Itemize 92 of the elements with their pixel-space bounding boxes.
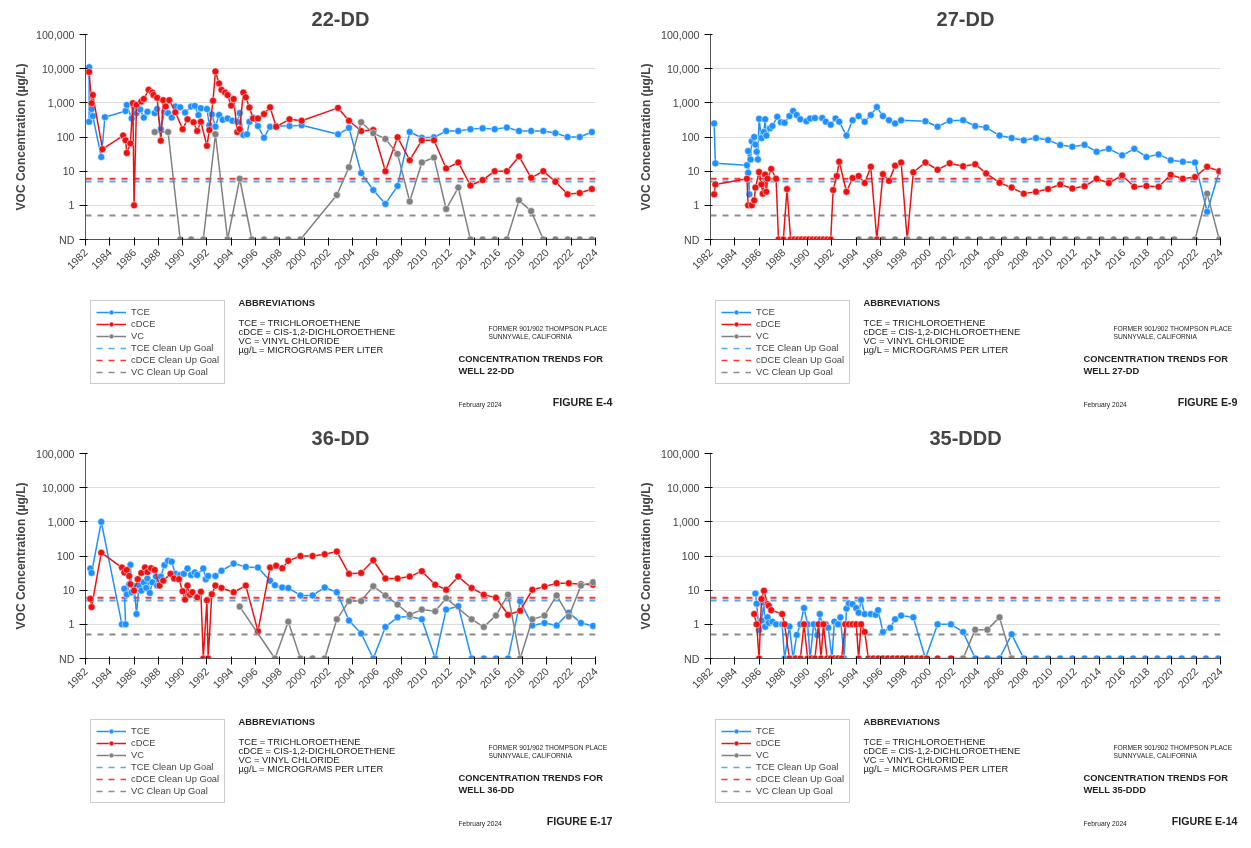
text: CONCENTRATION TRENDS FOR [458, 772, 604, 783]
chart-title: 27-DD [936, 7, 995, 30]
y-tick-label: 100,000 [35, 28, 75, 41]
y-tick-label: 10,000 [41, 481, 75, 494]
y-tick-label: 100,000 [660, 28, 700, 41]
text: CONCENTRATION TRENDS FOR [1083, 353, 1229, 364]
text: cDCE = CIS-1,2-DICHLOROETHENE [863, 745, 1021, 756]
y-tick-label: ND [59, 233, 75, 246]
legend-label: TCE [131, 306, 151, 318]
text: TCE = TRICHLOROETHENE [238, 317, 361, 328]
text: ABBREVIATIONS [863, 297, 941, 308]
legend-label: TCE Clean Up Goal [131, 342, 214, 354]
legend-label: VC [131, 330, 145, 342]
y-tick-label: 1,000 [47, 515, 75, 528]
legend-label: TCE [756, 725, 776, 737]
text: VC = VINYL CHLORIDE [863, 754, 965, 765]
legend-label: cDCE [131, 737, 156, 749]
text: WELL 35-DDD [1083, 784, 1147, 795]
legend-label: cDCE Clean Up Goal [756, 354, 845, 366]
text: µg/L = MICROGRAMS PER LITER [238, 763, 384, 774]
y-axis-title: VOC Concentration (µg/L) [13, 482, 28, 630]
y-tick-label: 1 [693, 618, 700, 631]
text: VC = VINYL CHLORIDE [238, 754, 340, 765]
y-tick-label: ND [684, 652, 700, 665]
text: TCE = TRICHLOROETHENE [238, 736, 361, 747]
y-tick-label: 10 [687, 584, 700, 597]
legend-label: cDCE [756, 318, 781, 330]
text: WELL 27-DD [1083, 365, 1140, 376]
text: VC = VINYL CHLORIDE [863, 335, 965, 346]
y-tick-label: 1,000 [672, 515, 700, 528]
y-tick-label: 1 [68, 199, 75, 212]
text: ABBREVIATIONS [863, 716, 941, 727]
y-axis-title: VOC Concentration (µg/L) [638, 482, 653, 630]
text: TCE = TRICHLOROETHENE [863, 317, 986, 328]
y-tick-label: 10 [687, 165, 700, 178]
y-tick-label: ND [59, 652, 75, 665]
y-tick-label: 10,000 [666, 62, 700, 75]
legend-label: TCE [756, 306, 776, 318]
y-tick-label: 1,000 [47, 96, 75, 109]
legend-label: TCE Clean Up Goal [756, 761, 839, 773]
legend-label: VC [131, 749, 145, 761]
y-tick-label: 10 [62, 165, 75, 178]
text: FIGURE E-9 [1177, 395, 1238, 408]
y-tick-label: 1 [68, 618, 75, 631]
y-tick-label: ND [684, 233, 700, 246]
legend-label: VC Clean Up Goal [756, 366, 833, 378]
y-tick-label: 100 [56, 131, 75, 143]
text: FIGURE E-4 [552, 395, 613, 408]
y-tick-label: 100 [56, 550, 75, 562]
chart-title: 35-DDD [929, 426, 1002, 449]
text: µg/L = MICROGRAMS PER LITER [238, 344, 384, 355]
legend-label: VC Clean Up Goal [756, 785, 833, 797]
text: VC = VINYL CHLORIDE [238, 335, 340, 346]
chart-title: 36-DD [311, 426, 370, 449]
text: ABBREVIATIONS [238, 716, 316, 727]
text: WELL 22-DD [458, 365, 515, 376]
legend-label: cDCE [756, 737, 781, 749]
legend-label: TCE Clean Up Goal [131, 761, 214, 773]
text: TCE = TRICHLOROETHENE [863, 736, 986, 747]
text: CONCENTRATION TRENDS FOR [1083, 772, 1229, 783]
text: WELL 36-DD [458, 784, 515, 795]
text: ABBREVIATIONS [238, 297, 316, 308]
y-tick-label: 100 [681, 550, 700, 562]
chart-title: 22-DD [311, 7, 370, 30]
text: FIGURE E-17 [546, 814, 613, 827]
text: cDCE = CIS-1,2-DICHLOROETHENE [238, 745, 396, 756]
legend-label: VC [756, 330, 770, 342]
text: µg/L = MICROGRAMS PER LITER [863, 344, 1009, 355]
y-tick-label: 1,000 [672, 96, 700, 109]
y-tick-label: 10 [62, 584, 75, 597]
y-tick-label: 1 [693, 199, 700, 212]
text: µg/L = MICROGRAMS PER LITER [863, 763, 1009, 774]
legend-label: cDCE Clean Up Goal [131, 354, 220, 366]
text: CONCENTRATION TRENDS FOR [458, 353, 604, 364]
y-tick-label: 100 [681, 131, 700, 143]
y-axis-title: VOC Concentration (µg/L) [13, 63, 28, 211]
y-axis-title: VOC Concentration (µg/L) [638, 63, 653, 211]
legend-label: TCE Clean Up Goal [756, 342, 839, 354]
y-tick-label: 100,000 [35, 447, 75, 460]
legend-label: TCE [131, 725, 151, 737]
text: FIGURE E-14 [1171, 814, 1238, 827]
y-tick-label: 100,000 [660, 447, 700, 460]
y-tick-label: 10,000 [666, 481, 700, 494]
legend-label: VC Clean Up Goal [131, 785, 208, 797]
legend-label: VC [756, 749, 770, 761]
text: cDCE = CIS-1,2-DICHLOROETHENE [863, 326, 1021, 337]
legend-label: cDCE Clean Up Goal [131, 773, 220, 785]
legend-label: VC Clean Up Goal [131, 366, 208, 378]
legend-label: cDCE [131, 318, 156, 330]
text: cDCE = CIS-1,2-DICHLOROETHENE [238, 326, 396, 337]
y-tick-label: 10,000 [41, 62, 75, 75]
legend-label: cDCE Clean Up Goal [756, 773, 845, 785]
